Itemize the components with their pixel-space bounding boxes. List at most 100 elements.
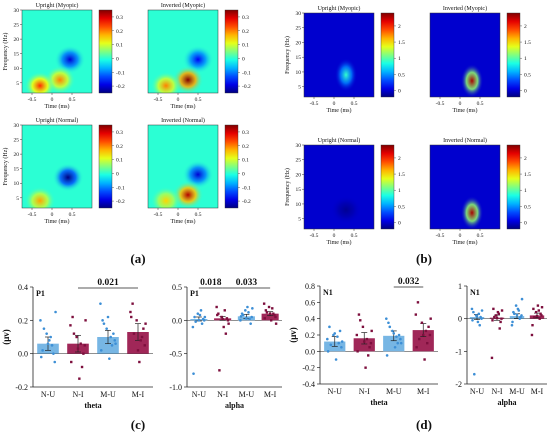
x-tick-label: -0.5 [28, 97, 37, 103]
data-point [500, 317, 503, 320]
data-point [241, 313, 245, 317]
data-point [491, 319, 494, 322]
colorbar-tick-label: 0.1 [242, 43, 249, 49]
y-tick-label: -0.5 [169, 350, 182, 359]
x-tick-label: M-I [417, 387, 430, 396]
data-point [494, 314, 498, 317]
data-point [225, 317, 229, 320]
colorbar-tick-label: -0.2 [116, 84, 125, 90]
colorbar-tick-label: 0 [242, 56, 245, 62]
data-point [220, 315, 223, 319]
data-point [500, 309, 504, 312]
colorbar-tick-label: 1.5 [524, 40, 531, 46]
component-label: N1 [323, 288, 333, 297]
colorbar-tick-label: 0.3 [242, 15, 249, 21]
x-tick-label: 0 [51, 212, 54, 218]
data-point [427, 325, 430, 329]
y-tick-label: 5 [298, 85, 301, 91]
data-point [216, 313, 219, 317]
bar-M-U [383, 335, 405, 352]
data-point [540, 314, 543, 317]
colorbar-tick-label: 0.5 [524, 72, 531, 78]
colorbar [98, 9, 113, 94]
data-point [326, 337, 329, 341]
data-point [112, 332, 115, 335]
data-point [328, 325, 331, 329]
panel-label-b: (b) [416, 251, 432, 266]
data-point [367, 354, 370, 357]
heatmap-frame [429, 12, 501, 98]
data-point [191, 325, 195, 329]
heatmap-frame [303, 144, 375, 230]
data-point [480, 309, 484, 312]
data-point [52, 352, 55, 355]
colorbar-tick-label: 2 [398, 156, 401, 162]
data-point [227, 322, 230, 325]
data-point [340, 340, 344, 343]
data-point [340, 345, 343, 349]
colorbar-tick-label: -0.1 [242, 70, 251, 76]
data-point [497, 312, 500, 315]
y-tick-label: -0.4 [302, 380, 315, 389]
data-point [106, 315, 110, 319]
heatmap-title: Upright (Normal) [318, 137, 361, 144]
heatmap-title: Upright (Myopic) [318, 5, 361, 12]
x-tick-label: N-U [470, 387, 484, 396]
data-point [49, 335, 52, 339]
data-point [535, 314, 539, 318]
heatmap-blob [24, 186, 56, 208]
colorbar-tick-label: -0.1 [116, 70, 125, 76]
data-point [267, 305, 271, 309]
heatmap-blob [24, 71, 56, 93]
y-tick-label: 25 [14, 23, 20, 29]
y-tick-label: 0.0 [305, 347, 315, 356]
colorbar-tick-label: 0.2 [116, 144, 123, 150]
data-point [415, 346, 418, 349]
y-tick-label: 5 [298, 217, 301, 223]
colorbar-tick-label: 0.1 [116, 43, 123, 49]
y-axis-label: Frequency (Hz) [2, 33, 9, 71]
y-tick-label: 0.0 [172, 316, 182, 325]
x-tick-label: 0 [177, 212, 180, 218]
data-point [102, 322, 106, 325]
y-tick-label: -0.2 [302, 364, 315, 373]
y-tick-label: -2 [455, 380, 462, 389]
data-point [365, 337, 369, 341]
y-tick-label: 0.2 [18, 316, 28, 325]
colorbar-tick-label: 0.3 [116, 15, 123, 21]
data-point [428, 333, 432, 337]
y-tick-label: 20 [14, 37, 20, 43]
data-point [197, 319, 201, 322]
colorbar-tick-label: 0 [242, 171, 245, 177]
data-point [143, 344, 146, 347]
colorbar-tick-label: 0.1 [116, 158, 123, 164]
data-point [368, 346, 371, 349]
data-point [215, 305, 218, 309]
data-point [198, 313, 202, 317]
data-point [129, 310, 132, 314]
y-tick-label: 25 [14, 138, 20, 144]
data-point [113, 339, 117, 342]
y-tick-label: -0.2 [15, 383, 28, 392]
x-tick-label: 0.5 [69, 212, 76, 218]
colorbar-tick-label: 0.2 [242, 144, 249, 150]
data-point [39, 355, 43, 359]
data-point [245, 317, 248, 320]
data-point [422, 333, 425, 337]
data-point [515, 313, 519, 317]
heatmap-frame [147, 124, 219, 209]
data-point [470, 307, 474, 311]
data-point [499, 320, 502, 324]
component-label: P1 [36, 289, 45, 298]
y-axis-label: (μv) [288, 327, 298, 343]
data-point [79, 342, 82, 345]
data-point [472, 310, 475, 314]
significance-label: 0.018 [200, 278, 222, 288]
data-point [263, 317, 266, 320]
x-tick-label: N-U [192, 390, 206, 399]
y-tick-label: 10 [14, 181, 20, 187]
data-point [272, 312, 275, 315]
x-tick-label: 0.5 [351, 233, 358, 239]
